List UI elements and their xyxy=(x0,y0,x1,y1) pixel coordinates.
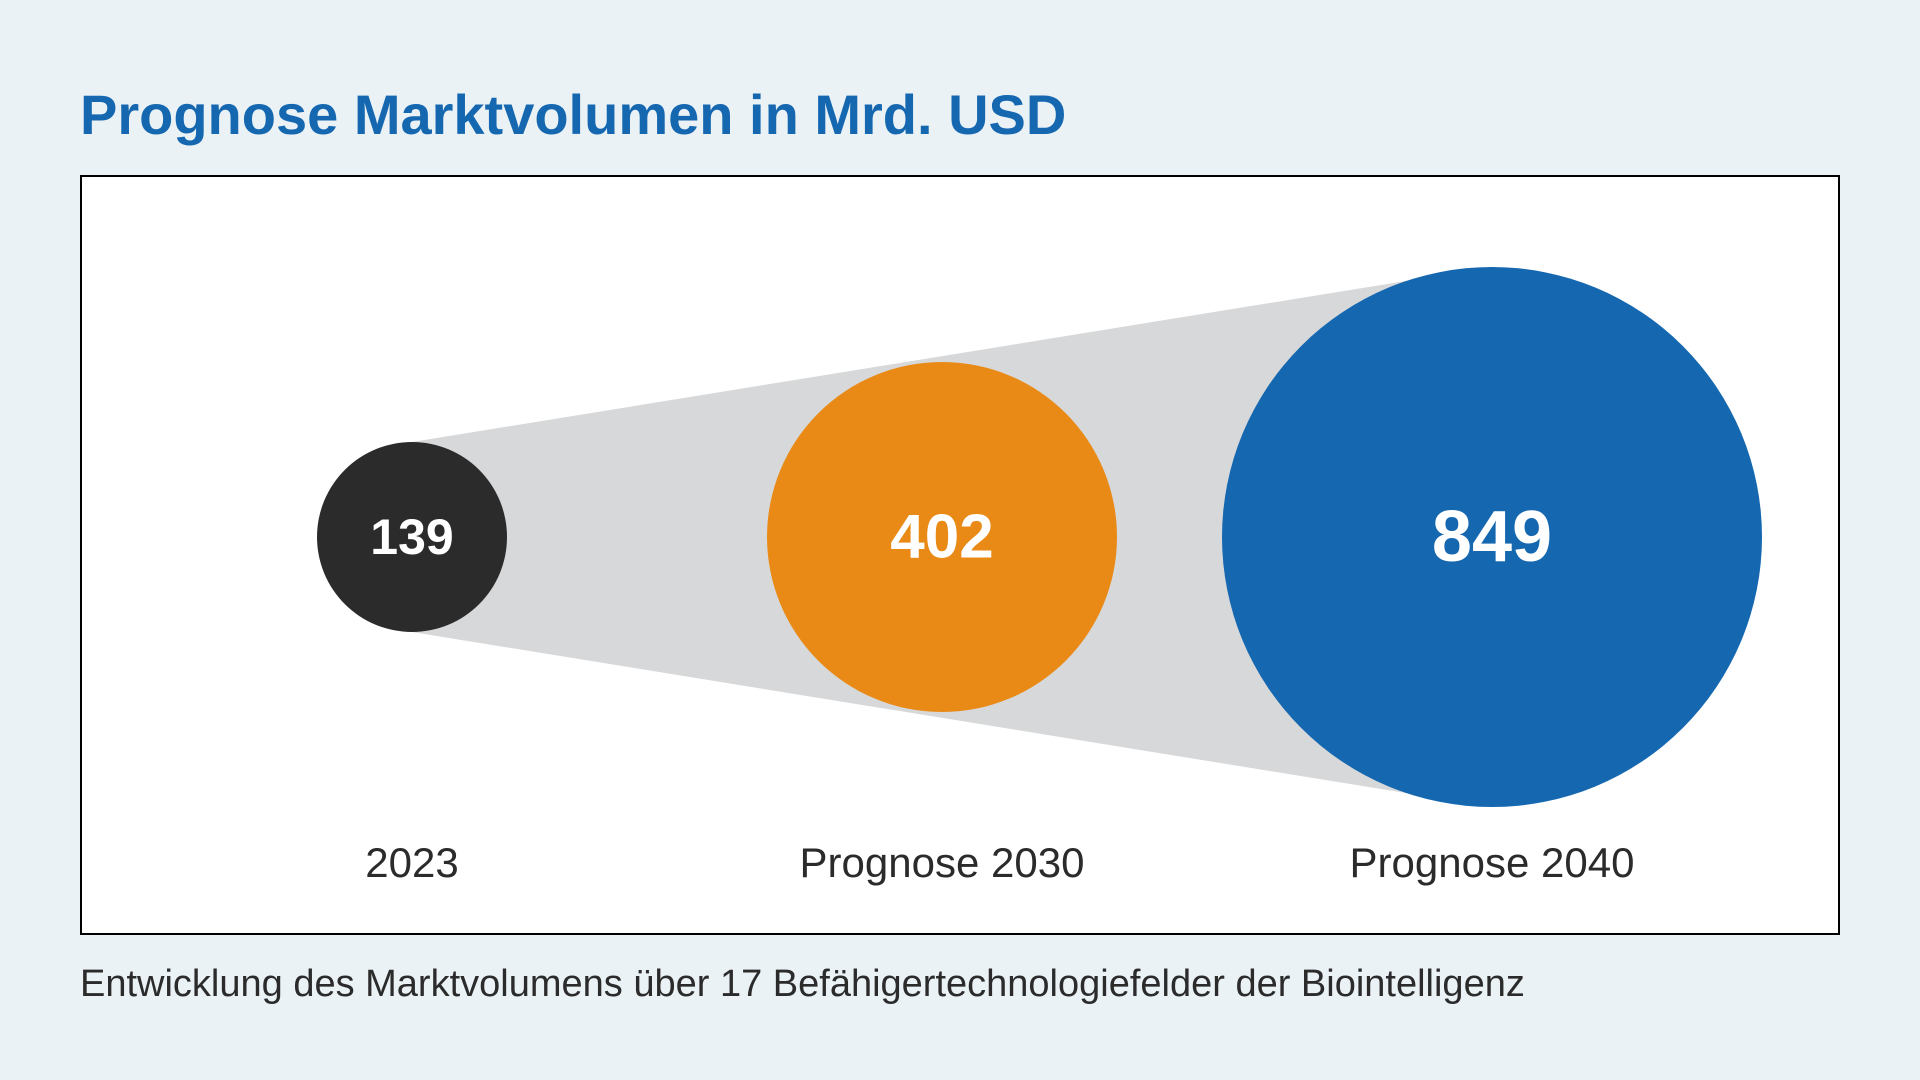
chart-caption: Entwicklung des Marktvolumens über 17 Be… xyxy=(80,963,1840,1006)
data-value-0: 139 xyxy=(370,509,453,565)
chart-box: 139 2023 402 Prognose 2030 849 Prognose 2040 xyxy=(80,175,1840,935)
chart-panel: Prognose Marktvolumen in Mrd. USD 139 202… xyxy=(10,34,1910,1046)
proportional-circle-chart: 139 2023 402 Prognose 2030 849 Prognose 2040 xyxy=(82,177,1842,937)
data-label-2: Prognose 2040 xyxy=(1350,839,1635,886)
chart-title: Prognose Marktvolumen in Mrd. USD xyxy=(80,82,1840,147)
data-label-1: Prognose 2030 xyxy=(800,839,1085,886)
data-value-1: 402 xyxy=(890,503,993,572)
data-label-0: 2023 xyxy=(365,839,458,886)
page-background: Prognose Marktvolumen in Mrd. USD 139 202… xyxy=(0,0,1920,1080)
data-value-2: 849 xyxy=(1432,497,1552,577)
